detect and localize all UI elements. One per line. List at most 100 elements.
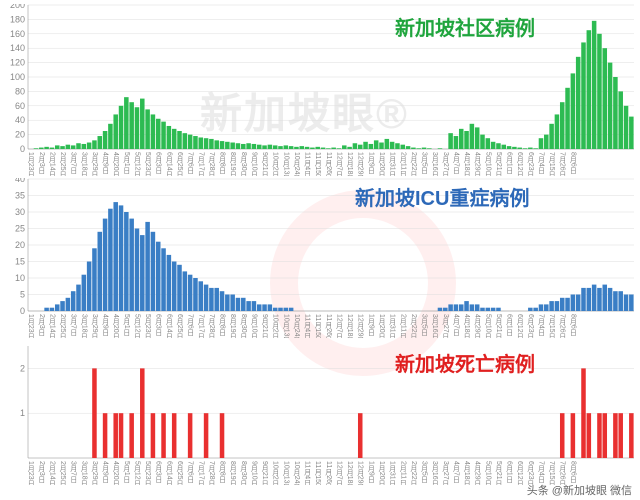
svg-text:2月3日: 2月3日: [38, 461, 46, 484]
svg-text:180: 180: [10, 14, 25, 24]
chart-community-cases: 0204060801001201401601802001月23日2月3日2月14…: [0, 4, 640, 176]
svg-text:30: 30: [15, 207, 25, 217]
svg-text:2月25日: 2月25日: [59, 314, 67, 338]
svg-text:7月4日: 7月4日: [538, 152, 546, 175]
svg-text:1月20日: 1月20日: [378, 152, 386, 176]
svg-text:7月15日: 7月15日: [548, 314, 556, 338]
svg-text:12月29日: 12月29日: [357, 152, 365, 176]
svg-text:2月11日: 2月11日: [399, 314, 407, 338]
svg-text:5月23日: 5月23日: [144, 152, 152, 176]
svg-text:9月21日: 9月21日: [261, 314, 269, 338]
svg-text:2月25日: 2月25日: [59, 152, 67, 176]
svg-text:7月6日: 7月6日: [187, 461, 195, 484]
svg-text:3月16日: 3月16日: [431, 152, 439, 176]
svg-text:6月14日: 6月14日: [165, 314, 173, 338]
svg-text:7月15日: 7月15日: [548, 152, 556, 176]
svg-text:7月6日: 7月6日: [187, 152, 195, 175]
svg-text:3月29日: 3月29日: [91, 314, 99, 338]
svg-text:11月4日: 11月4日: [304, 461, 312, 485]
svg-text:10月24日: 10月24日: [293, 314, 301, 338]
svg-text:20: 20: [15, 130, 25, 140]
svg-text:4月7日: 4月7日: [452, 152, 460, 175]
svg-text:5月10日: 5月10日: [484, 461, 492, 485]
svg-text:9月10日: 9月10日: [250, 314, 258, 338]
svg-text:7月28日: 7月28日: [208, 461, 216, 485]
svg-text:12月7日: 12月7日: [336, 314, 344, 338]
svg-text:4月9日: 4月9日: [102, 461, 110, 484]
svg-text:10月2日: 10月2日: [272, 152, 280, 176]
svg-text:8月30日: 8月30日: [240, 314, 248, 338]
svg-text:2月22日: 2月22日: [410, 461, 418, 485]
svg-text:9月10日: 9月10日: [250, 152, 258, 176]
svg-text:60: 60: [15, 101, 25, 111]
svg-text:80: 80: [15, 86, 25, 96]
svg-text:2月14日: 2月14日: [48, 152, 56, 176]
svg-text:7月6日: 7月6日: [187, 314, 195, 337]
svg-text:5月23日: 5月23日: [144, 314, 152, 338]
svg-text:4月7日: 4月7日: [452, 461, 460, 484]
chart-icu-cases: 05101520253035401月23日2月3日2月14日2月25日3月7日3…: [0, 178, 640, 338]
svg-text:3月16日: 3月16日: [431, 314, 439, 338]
svg-text:40: 40: [15, 115, 25, 125]
svg-text:11月26日: 11月26日: [325, 152, 333, 176]
svg-text:12月29日: 12月29日: [357, 461, 365, 485]
svg-text:10月13日: 10月13日: [282, 152, 290, 176]
svg-text:11月15日: 11月15日: [314, 314, 322, 338]
title-death-cases: 新加坡死亡病例: [395, 348, 535, 377]
svg-text:5月12日: 5月12日: [134, 314, 142, 338]
svg-text:6月23日: 6月23日: [527, 152, 535, 176]
svg-text:3月7日: 3月7日: [70, 152, 78, 175]
svg-text:3月18日: 3月18日: [80, 314, 88, 338]
svg-text:7月26日: 7月26日: [559, 314, 567, 338]
svg-text:2月22日: 2月22日: [410, 314, 418, 338]
svg-text:9月21日: 9月21日: [261, 461, 269, 485]
svg-text:10月2日: 10月2日: [272, 461, 280, 485]
svg-text:10月24日: 10月24日: [293, 152, 301, 176]
chart-death-cases: 121月23日2月3日2月14日2月25日3月7日3月18日3月29日4月9日4…: [0, 345, 640, 485]
svg-text:35: 35: [15, 191, 25, 201]
svg-text:40: 40: [15, 178, 25, 184]
svg-text:7月17日: 7月17日: [197, 314, 205, 338]
svg-text:120: 120: [10, 58, 25, 68]
svg-text:6月14日: 6月14日: [165, 152, 173, 176]
svg-text:7月4日: 7月4日: [538, 314, 546, 337]
svg-text:2月14日: 2月14日: [48, 314, 56, 338]
svg-text:12月18日: 12月18日: [346, 314, 354, 338]
svg-text:11月15日: 11月15日: [314, 152, 322, 176]
svg-text:11月4日: 11月4日: [304, 152, 312, 176]
svg-text:2月3日: 2月3日: [38, 152, 46, 175]
svg-text:1月20日: 1月20日: [378, 461, 386, 485]
svg-text:3月5日: 3月5日: [421, 461, 429, 484]
svg-text:1月31日: 1月31日: [389, 314, 397, 338]
svg-text:200: 200: [10, 4, 25, 10]
svg-text:4月9日: 4月9日: [102, 314, 110, 337]
svg-text:10: 10: [15, 273, 25, 283]
svg-text:8月30日: 8月30日: [240, 152, 248, 176]
svg-text:6月12日: 6月12日: [516, 461, 524, 485]
svg-text:7月4日: 7月4日: [538, 461, 546, 484]
title-community-cases: 新加坡社区病例: [395, 12, 535, 41]
svg-text:6月12日: 6月12日: [516, 152, 524, 176]
svg-text:8月6日: 8月6日: [569, 314, 577, 337]
svg-text:3月18日: 3月18日: [80, 152, 88, 176]
svg-text:2月14日: 2月14日: [48, 461, 56, 485]
svg-text:3月16日: 3月16日: [431, 461, 439, 485]
svg-text:4月20日: 4月20日: [112, 461, 120, 485]
svg-text:10月24日: 10月24日: [293, 461, 301, 485]
svg-text:6月14日: 6月14日: [165, 461, 173, 485]
svg-text:3月27日: 3月27日: [442, 152, 450, 176]
svg-text:1: 1: [20, 408, 25, 418]
svg-text:2月11日: 2月11日: [399, 152, 407, 176]
svg-text:2月3日: 2月3日: [38, 314, 46, 337]
svg-text:12月7日: 12月7日: [336, 461, 344, 485]
svg-text:8月6日: 8月6日: [569, 461, 577, 484]
svg-text:15: 15: [15, 257, 25, 267]
svg-text:5月1日: 5月1日: [123, 314, 131, 337]
svg-text:12月7日: 12月7日: [336, 152, 344, 176]
svg-text:3月29日: 3月29日: [91, 461, 99, 485]
svg-text:0: 0: [20, 306, 25, 316]
svg-text:10月13日: 10月13日: [282, 314, 290, 338]
svg-text:4月29日: 4月29日: [474, 314, 482, 338]
svg-text:3月5日: 3月5日: [421, 152, 429, 175]
svg-text:2月11日: 2月11日: [399, 461, 407, 485]
